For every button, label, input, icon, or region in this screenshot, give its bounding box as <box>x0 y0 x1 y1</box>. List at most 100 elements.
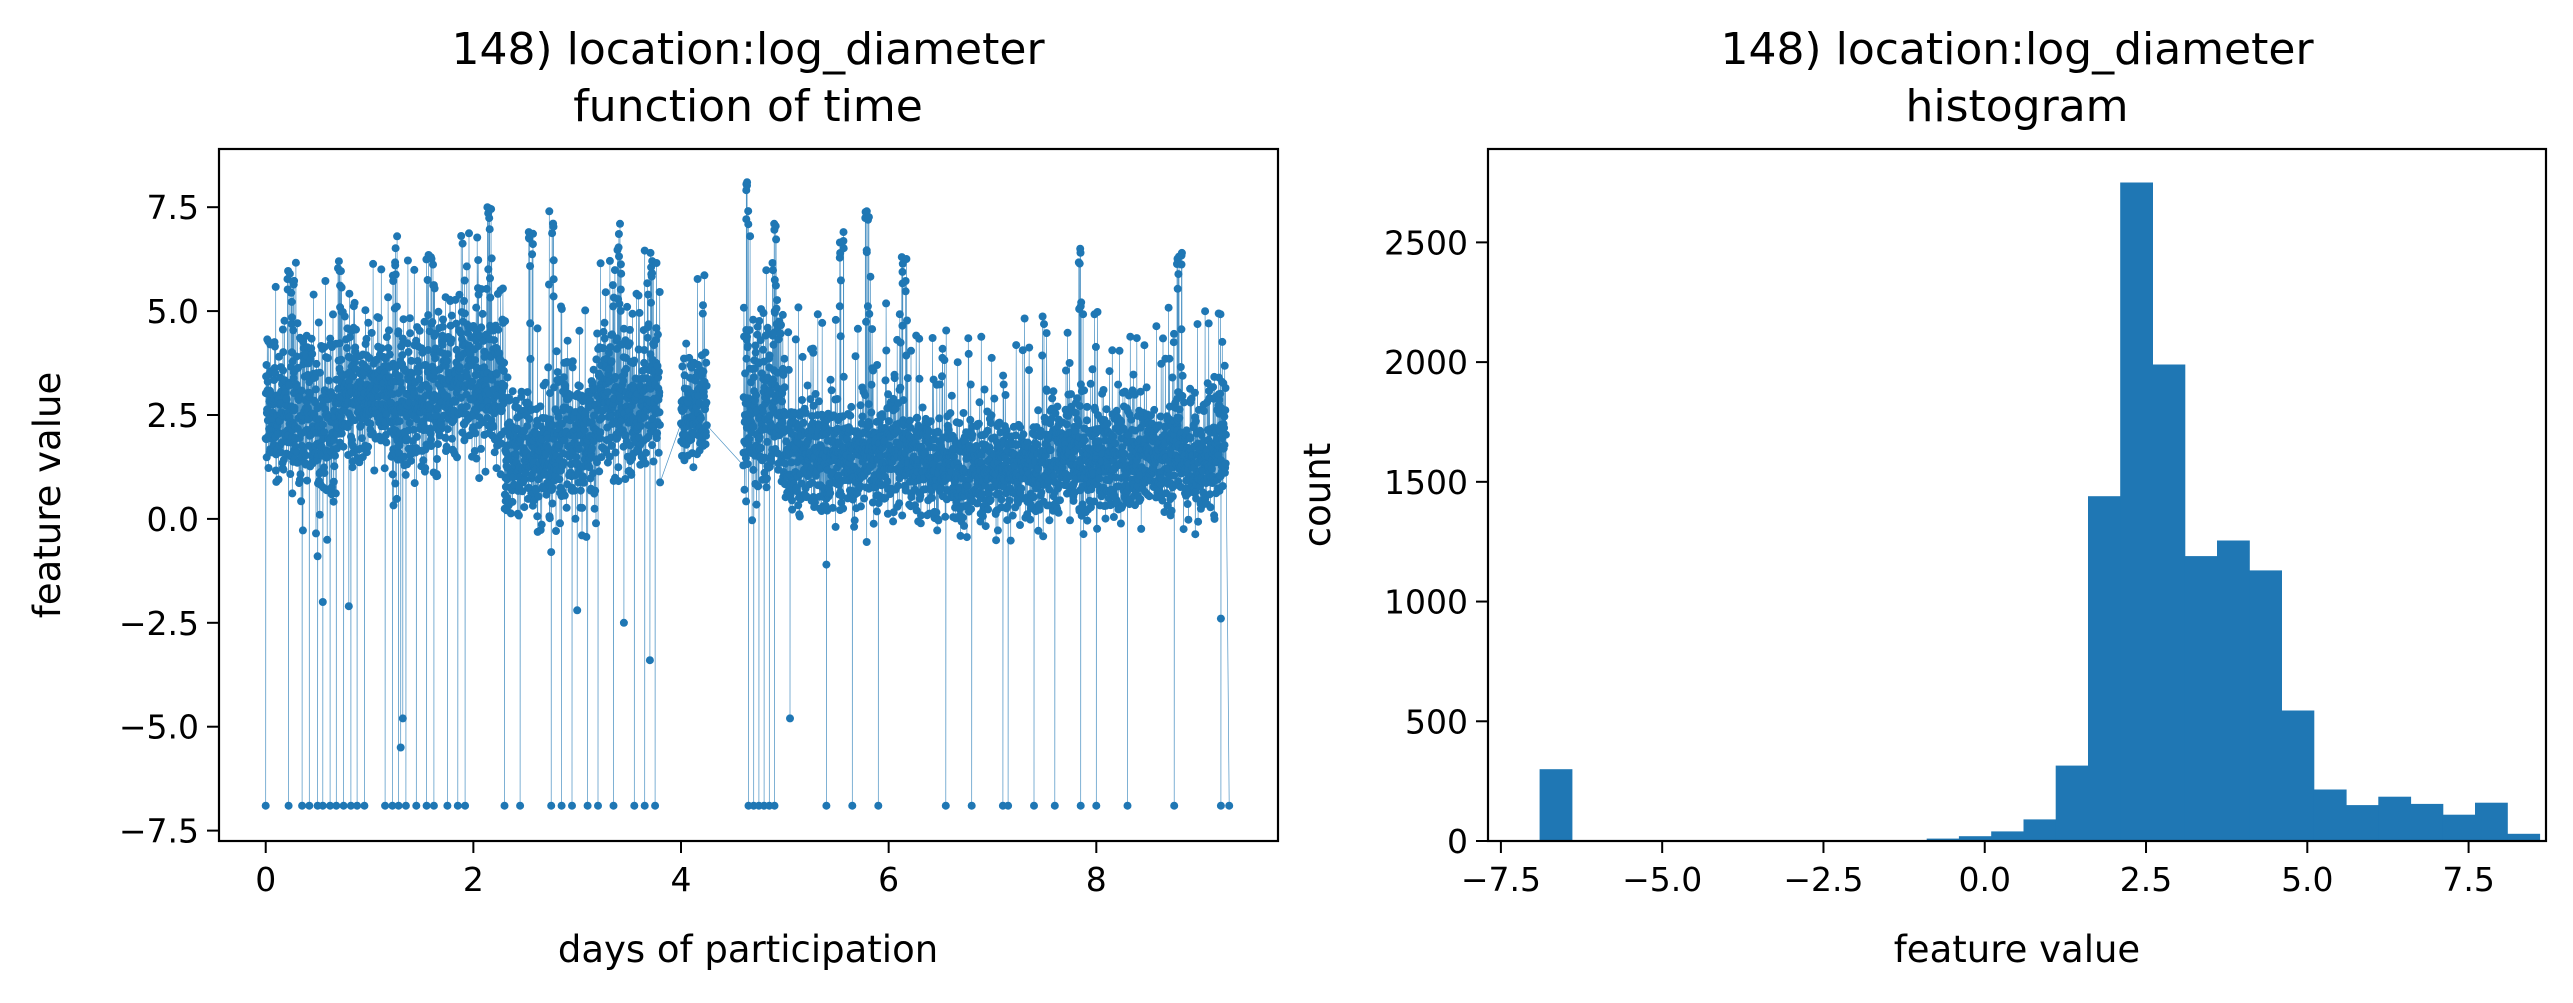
time-series-point <box>1050 471 1058 480</box>
time-series-point <box>274 475 283 484</box>
time-series-x-tick-label: 2 <box>463 860 484 899</box>
time-series-point <box>863 302 872 311</box>
time-series-point <box>408 369 417 378</box>
time-series-point <box>1194 517 1203 526</box>
time-series-point <box>1038 351 1047 360</box>
time-series-point <box>427 435 435 444</box>
time-series-point <box>552 347 561 356</box>
time-series-point <box>826 489 835 498</box>
time-series-point <box>964 334 973 343</box>
histogram-x-axis-label: feature value <box>1894 928 2140 971</box>
time-series-point <box>471 429 480 438</box>
time-series-point <box>607 441 616 450</box>
time-series-point <box>320 343 329 352</box>
time-series-point <box>537 520 546 529</box>
histogram-bar <box>1926 838 1960 841</box>
time-series-point <box>884 417 893 426</box>
time-series-point <box>452 319 461 328</box>
time-series-point <box>438 340 447 349</box>
time-series-point <box>752 500 761 509</box>
time-series-point <box>481 467 490 476</box>
time-series-point <box>391 479 400 488</box>
time-series-point <box>1068 454 1077 462</box>
time-series-point <box>822 560 831 569</box>
time-series-point <box>305 801 314 810</box>
time-series-point <box>419 456 428 465</box>
time-series-point <box>346 333 354 342</box>
time-series-point <box>1095 474 1104 483</box>
time-series-point <box>430 284 439 293</box>
time-series-point <box>581 306 590 315</box>
time-series-point <box>337 429 346 438</box>
time-series-point <box>898 511 907 520</box>
time-series-point <box>270 376 279 384</box>
time-series-point <box>594 801 602 810</box>
time-series-point <box>1103 419 1112 428</box>
time-series-point <box>1221 384 1230 392</box>
time-series-point <box>655 388 664 397</box>
time-series-point <box>475 474 484 483</box>
time-series-point <box>621 475 630 483</box>
time-series-point <box>575 326 584 335</box>
time-series-point <box>505 396 514 405</box>
histogram-bar <box>1539 769 1573 841</box>
time-series-title-line2: function of time <box>573 81 923 132</box>
time-series-point <box>500 381 509 390</box>
time-series-point <box>917 511 925 520</box>
time-series-point <box>1221 406 1230 415</box>
time-series-point <box>486 293 495 302</box>
time-series-point <box>1093 524 1102 533</box>
time-series-point <box>330 435 338 444</box>
time-series-point <box>1025 366 1033 375</box>
time-series-point <box>839 372 848 381</box>
time-series-point <box>652 324 661 333</box>
time-series-point <box>485 214 494 223</box>
time-series-point <box>568 357 577 366</box>
time-series-point <box>1034 464 1042 473</box>
time-series-point <box>861 391 870 400</box>
time-series-point <box>997 495 1006 504</box>
time-series-y-axis-label: feature value <box>26 372 69 618</box>
time-series-title-line1: 148) location:log_diameter <box>451 24 1045 75</box>
histogram-x-tick-label: −5.0 <box>1622 860 1702 899</box>
time-series-point <box>541 378 550 387</box>
time-series-point <box>288 489 297 498</box>
time-series-point <box>421 464 430 473</box>
time-series-point <box>410 479 419 488</box>
time-series-point <box>344 602 353 611</box>
time-series-point <box>329 477 338 486</box>
time-series-point <box>1152 322 1161 331</box>
time-series-point <box>749 465 758 474</box>
time-series-point <box>493 391 502 400</box>
time-series-point <box>771 281 780 290</box>
time-series-point <box>1205 490 1214 499</box>
time-series-point <box>298 801 307 810</box>
time-series-point <box>798 352 807 361</box>
time-series-point <box>862 538 871 546</box>
time-series-point <box>278 325 287 334</box>
time-series-point <box>1033 440 1042 449</box>
time-series-point <box>1182 426 1191 435</box>
time-series-point <box>361 306 370 315</box>
time-series-point <box>653 330 662 339</box>
time-series-point <box>616 393 625 402</box>
time-series-point <box>1221 430 1230 439</box>
time-series-point <box>990 394 999 403</box>
time-series-point <box>388 801 397 810</box>
time-series-point <box>928 493 936 502</box>
time-series-point <box>1116 519 1125 528</box>
time-series-point <box>456 329 465 338</box>
time-series-point <box>805 432 814 441</box>
time-series-point <box>907 493 916 502</box>
time-series-point <box>625 325 634 334</box>
time-series-point <box>478 309 487 318</box>
time-series-point <box>1005 496 1014 505</box>
time-series-point <box>331 489 340 498</box>
time-series-point <box>434 440 442 449</box>
time-series-point <box>357 421 365 430</box>
time-series-point <box>836 276 845 285</box>
time-series-point <box>365 354 374 362</box>
time-series-point <box>575 382 584 391</box>
time-series-point <box>942 326 951 335</box>
histogram-x-tick-label: 0.0 <box>1959 860 2011 899</box>
